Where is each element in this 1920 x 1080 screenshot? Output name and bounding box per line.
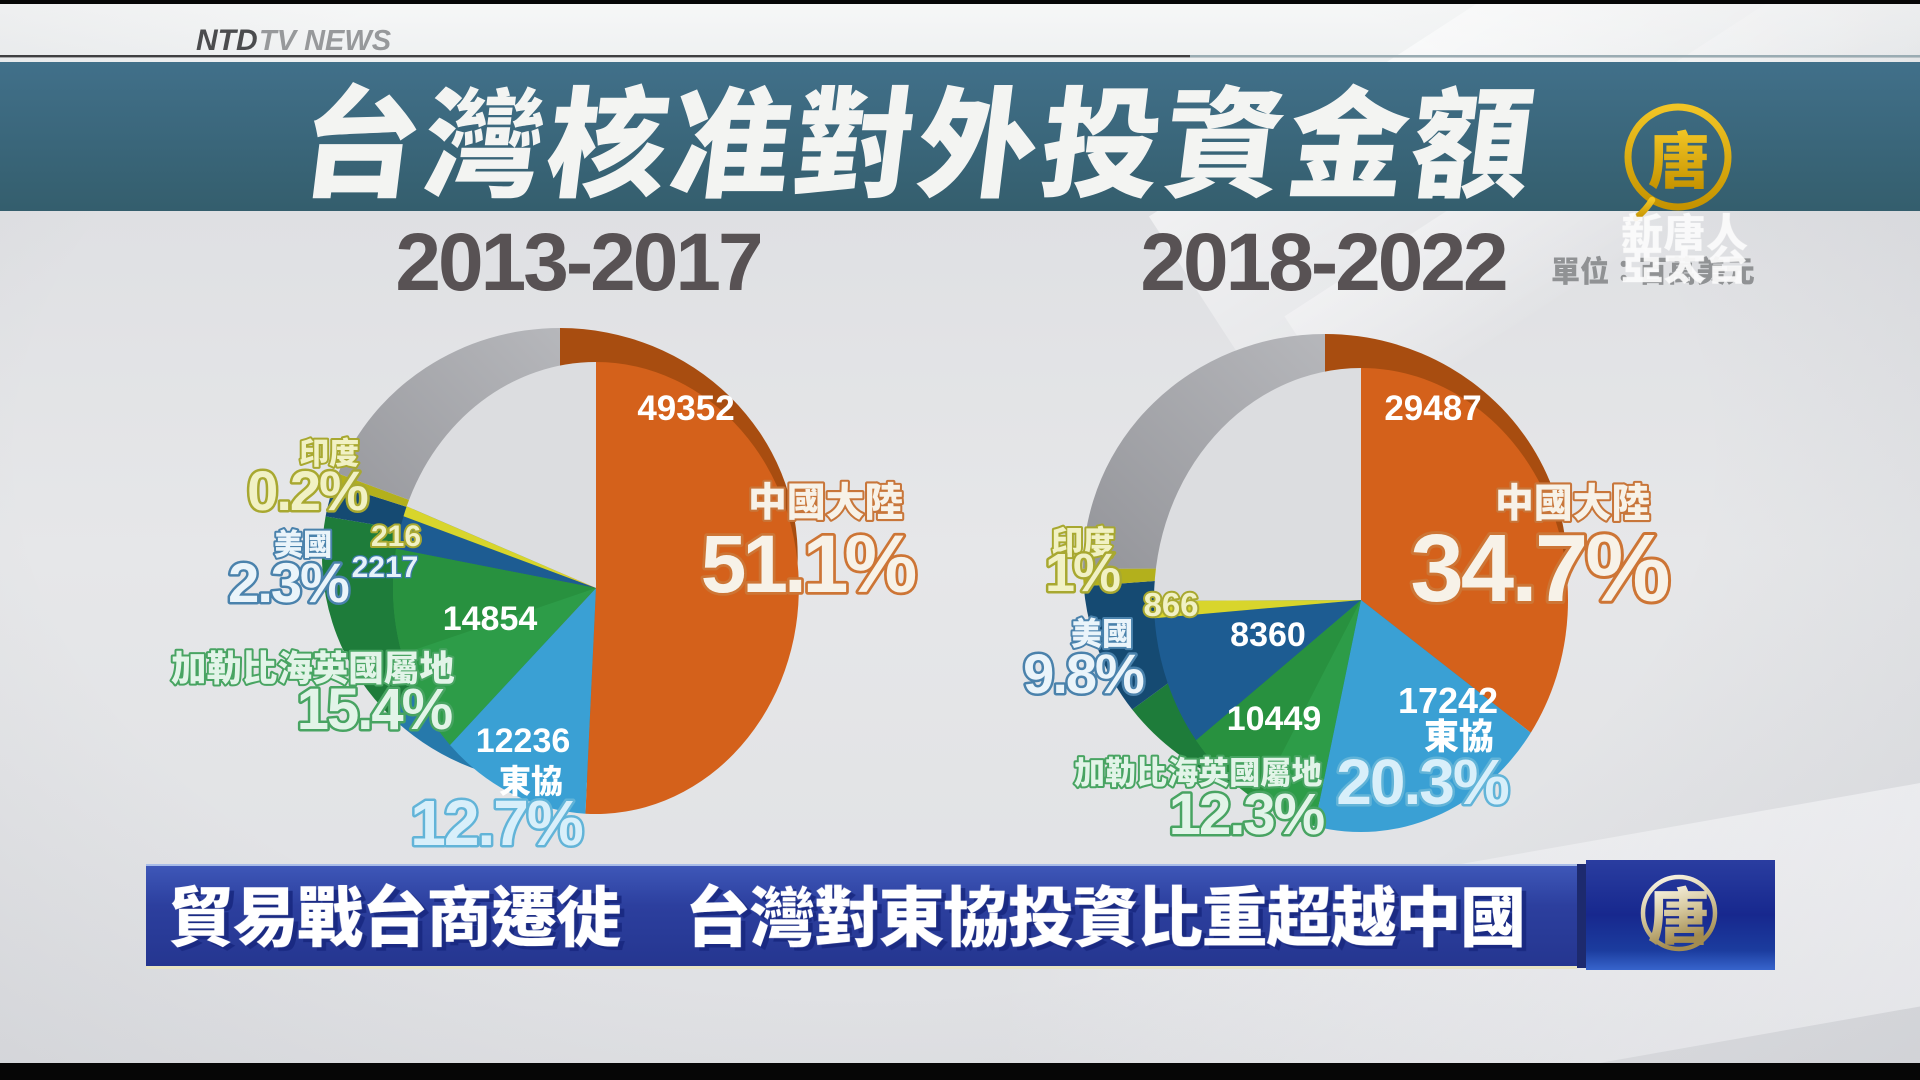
svg-text:TV NEWS: TV NEWS [259, 25, 392, 57]
svg-text:10449: 10449 [1227, 700, 1322, 738]
svg-text:2217: 2217 [352, 551, 419, 584]
svg-text:29487: 29487 [1384, 389, 1481, 428]
svg-text:15.4%: 15.4% [297, 677, 453, 742]
svg-text:20.3%: 20.3% [1336, 746, 1509, 818]
svg-text:2.3%: 2.3% [228, 551, 349, 614]
svg-text:2018-2022: 2018-2022 [1140, 217, 1506, 308]
svg-text:8360: 8360 [1230, 616, 1306, 654]
svg-text:9.8%: 9.8% [1023, 642, 1144, 705]
svg-text:12236: 12236 [476, 722, 571, 760]
svg-text:12.7%: 12.7% [410, 787, 583, 859]
svg-text:49352: 49352 [637, 389, 734, 428]
svg-text:51.1%: 51.1% [701, 519, 916, 610]
svg-text:34.7%: 34.7% [1410, 515, 1668, 622]
svg-text:2013-2017: 2013-2017 [395, 217, 760, 308]
svg-text:866: 866 [1143, 586, 1198, 623]
svg-text:12.3%: 12.3% [1169, 782, 1325, 847]
svg-text:0.2%: 0.2% [247, 459, 368, 522]
svg-text:216: 216 [371, 520, 421, 553]
svg-text:1%: 1% [1045, 543, 1120, 603]
svg-text:17242: 17242 [1398, 680, 1498, 721]
svg-text:14854: 14854 [443, 600, 538, 638]
svg-text:NTD: NTD [196, 24, 258, 57]
